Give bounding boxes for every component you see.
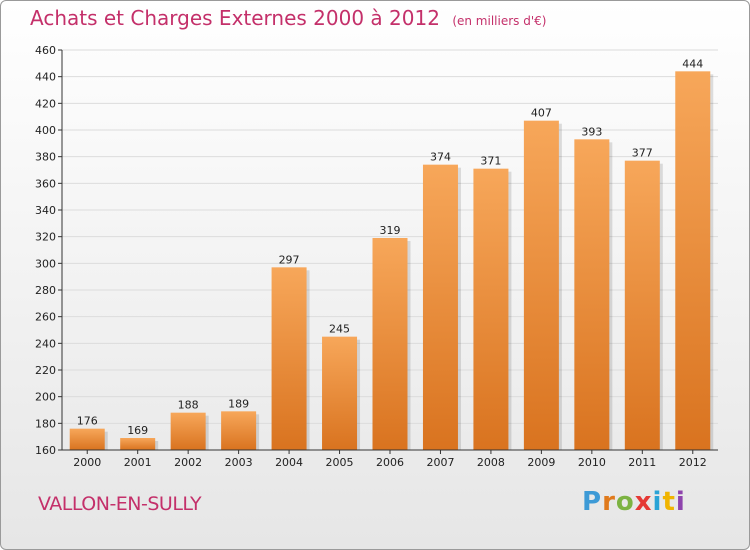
value-label: 245 — [329, 323, 350, 336]
y-tick-label: 280 — [35, 284, 56, 297]
x-tick-label: 2010 — [578, 456, 606, 469]
x-tick-label: 2009 — [527, 456, 555, 469]
y-tick-label: 340 — [35, 204, 56, 217]
y-tick-label: 360 — [35, 177, 56, 190]
y-tick-label: 240 — [35, 337, 56, 350]
x-tick-label: 2007 — [426, 456, 454, 469]
x-tick-label: 2012 — [679, 456, 707, 469]
y-tick-label: 400 — [35, 124, 56, 137]
logo-letter: P — [582, 487, 603, 517]
value-label: 176 — [77, 415, 98, 428]
bar-2008 — [473, 168, 509, 450]
y-tick-label: 220 — [35, 364, 56, 377]
chart-title: Achats et Charges Externes 2000 à 2012 — [30, 6, 440, 30]
value-label: 374 — [430, 151, 451, 164]
y-tick-label: 160 — [35, 444, 56, 457]
value-label: 393 — [581, 125, 602, 138]
y-tick-label: 320 — [35, 231, 56, 244]
logo-letter: x — [634, 487, 653, 517]
y-tick-label: 380 — [35, 151, 56, 164]
x-tick-label: 2004 — [275, 456, 303, 469]
value-label: 371 — [480, 155, 501, 168]
bar-2009 — [523, 120, 559, 451]
logo-letter: t — [662, 487, 676, 517]
bar-2001 — [120, 438, 156, 450]
bar-2005 — [322, 336, 358, 450]
logo-letter: i — [675, 487, 686, 517]
axes — [58, 49, 718, 454]
bar-2000 — [69, 428, 105, 450]
x-tick-label: 2011 — [628, 456, 656, 469]
x-tick-label: 2002 — [174, 456, 202, 469]
chart-title-block: Achats et Charges Externes 2000 à 2012 (… — [30, 6, 546, 30]
y-tick-label: 440 — [35, 71, 56, 84]
value-label: 319 — [380, 224, 401, 237]
value-label: 377 — [632, 147, 653, 160]
y-tick-label: 180 — [35, 417, 56, 430]
y-tick-label: 420 — [35, 97, 56, 110]
place-name: VALLON-EN-SULLY — [38, 493, 202, 515]
bar-2002 — [170, 412, 206, 450]
labels: 160 180 200 220 240 260 280 300 320 340 360 380 400 4… — [35, 44, 707, 469]
value-label: 444 — [682, 57, 703, 70]
bar-2003 — [221, 411, 257, 450]
y-tick-label: 300 — [35, 257, 56, 270]
value-label: 188 — [178, 399, 199, 412]
x-tick-label: 2003 — [225, 456, 253, 469]
bar-2012 — [675, 71, 711, 450]
y-tick-label: 200 — [35, 391, 56, 404]
proxiti-logo: Proxiti — [582, 487, 686, 517]
value-label: 297 — [279, 253, 300, 266]
bar-2011 — [624, 160, 660, 450]
chart-subtitle: (en milliers d'€) — [452, 14, 547, 28]
bar-2010 — [574, 139, 610, 451]
y-tick-label: 460 — [35, 44, 56, 57]
logo-letter: o — [615, 487, 635, 517]
bar-2004 — [271, 267, 307, 450]
value-label: 189 — [228, 397, 249, 410]
x-tick-label: 2001 — [124, 456, 152, 469]
logo-letter: r — [602, 487, 616, 517]
value-label: 407 — [531, 107, 552, 120]
x-tick-label: 2005 — [326, 456, 354, 469]
x-tick-label: 2000 — [73, 456, 101, 469]
bar-2007 — [422, 164, 458, 450]
value-label: 169 — [127, 424, 148, 437]
logo-letter: i — [652, 487, 663, 517]
x-tick-label: 2008 — [477, 456, 505, 469]
y-tick-label: 260 — [35, 311, 56, 324]
x-tick-label: 2006 — [376, 456, 404, 469]
bar-2006 — [372, 238, 408, 450]
bars — [69, 71, 714, 451]
